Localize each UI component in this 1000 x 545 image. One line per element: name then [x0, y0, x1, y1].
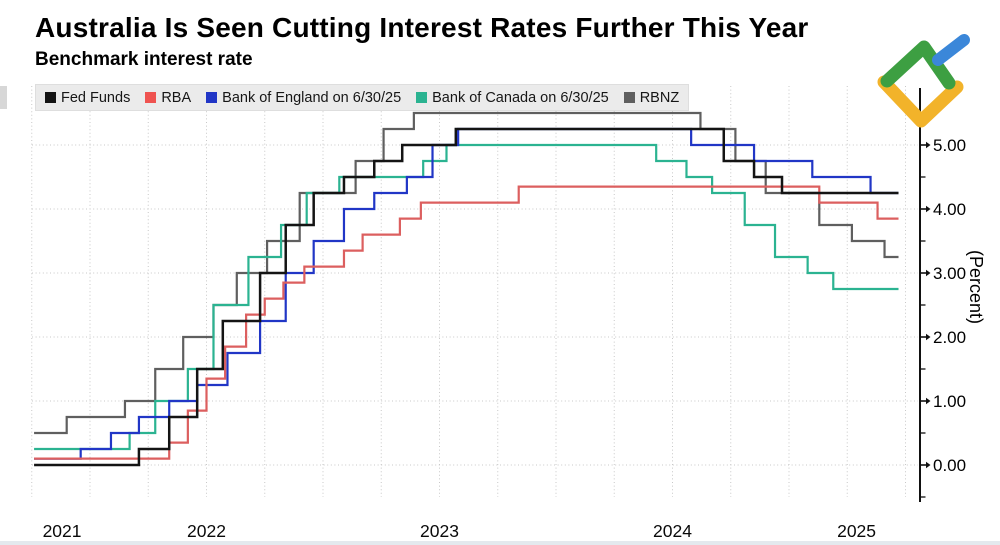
y-tick-label: 0.00: [933, 456, 966, 475]
legend-swatch: [45, 92, 56, 103]
y-tick-label: 5.00: [933, 136, 966, 155]
legend-item-label: RBA: [161, 89, 192, 106]
y-axis-title: (Percent): [966, 250, 986, 324]
x-tick-label: 2025: [837, 521, 876, 541]
legend-swatch: [623, 92, 635, 103]
y-tick-label: 1.00: [933, 392, 966, 411]
legend-swatch: [416, 92, 428, 103]
legend-item-label: Bank of Canada on 6/30/25: [432, 89, 609, 106]
series-fed-funds: [34, 127, 899, 467]
gridlines: [31, 86, 918, 497]
x-tick-label: 2023: [420, 521, 459, 541]
legend-item-label: RBNZ: [639, 89, 680, 106]
edge-fragment: [0, 86, 7, 109]
series-bank-of-england: [34, 127, 899, 460]
y-axis: 0.00 1.00 2.00 3.00 4.00 5.00: [919, 88, 966, 502]
legend-item-label: Bank of England on 6/30/25: [222, 89, 402, 106]
legend-swatch: [145, 92, 157, 103]
y-tick-label: 2.00: [933, 328, 966, 347]
x-tick-label: 2021: [43, 521, 82, 541]
series-rba: [34, 185, 899, 460]
bottom-strip: [0, 541, 1000, 545]
legend-item: RBNZ: [623, 89, 680, 106]
series-bank-of-canada: [34, 143, 899, 451]
y-tick-label: 3.00: [933, 264, 966, 283]
page-subtitle: Benchmark interest rate: [35, 49, 253, 70]
legend-item-label: Fed Funds: [61, 89, 131, 106]
x-tick-label: 2024: [653, 521, 692, 541]
legend-item: Fed Funds: [45, 90, 130, 106]
legend-item: Bank of Canada on 6/30/25: [416, 90, 609, 106]
page-title: Australia Is Seen Cutting Interest Rates…: [35, 12, 809, 43]
legend-item: RBA: [145, 90, 191, 106]
x-tick-label: 2022: [187, 521, 226, 541]
y-tick-label: 4.00: [933, 200, 966, 219]
legend-item: Bank of England on 6/30/25: [206, 90, 401, 106]
legend: Fed Funds RBA Bank of England on 6/30/25 Ba…: [35, 84, 690, 111]
legend-swatch: [206, 92, 218, 103]
